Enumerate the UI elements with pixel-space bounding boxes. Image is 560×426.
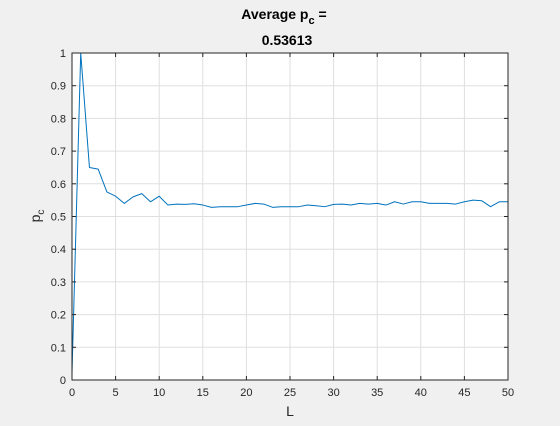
y-tick-label: 0.7 — [51, 146, 66, 158]
x-ticks: 0 5 10 15 20 25 30 35 40 45 50 — [69, 53, 514, 399]
y-tick-label: 0.3 — [51, 277, 66, 289]
x-tick-label: 50 — [502, 387, 514, 399]
x-tick-label: 0 — [69, 387, 75, 399]
y-tick-label: 0.4 — [51, 244, 66, 256]
y-tick-label: 0.1 — [51, 342, 66, 354]
y-ticks: 0 0.1 0.2 0.3 0.4 0.5 0.6 0.7 0.8 0.9 1 — [51, 48, 508, 387]
y-tick-label: 0.9 — [51, 81, 66, 93]
x-tick-label: 40 — [415, 387, 427, 399]
y-axis-label: pc — [27, 210, 47, 223]
y-tick-label: 0.8 — [51, 113, 66, 125]
plot-lines — [71, 52, 508, 374]
x-tick-label: 35 — [371, 387, 383, 399]
series-line — [71, 52, 508, 374]
title-suffix: = — [315, 6, 327, 22]
title-subscript: c — [308, 15, 314, 27]
y-tick-label: 0.6 — [51, 179, 66, 191]
x-tick-label: 30 — [327, 387, 339, 399]
y-tick-label: 0.5 — [51, 212, 66, 224]
y-tick-label: 0.2 — [51, 310, 66, 322]
title-text: Average p — [241, 6, 308, 22]
chart-title-line1: Average pc = — [241, 6, 326, 27]
x-tick-label: 10 — [153, 387, 165, 399]
x-axis-label: L — [286, 403, 294, 419]
y-tick-label: 0 — [60, 375, 66, 387]
x-tick-label: 45 — [458, 387, 470, 399]
y-label-subscript: c — [36, 210, 47, 215]
x-tick-label: 20 — [240, 387, 252, 399]
x-tick-label: 25 — [284, 387, 296, 399]
y-tick-label: 1 — [60, 48, 66, 60]
y-label-text: p — [27, 214, 43, 222]
chart-title-line2: 0.53613 — [262, 32, 313, 48]
x-tick-label: 15 — [197, 387, 209, 399]
x-tick-label: 5 — [113, 387, 119, 399]
